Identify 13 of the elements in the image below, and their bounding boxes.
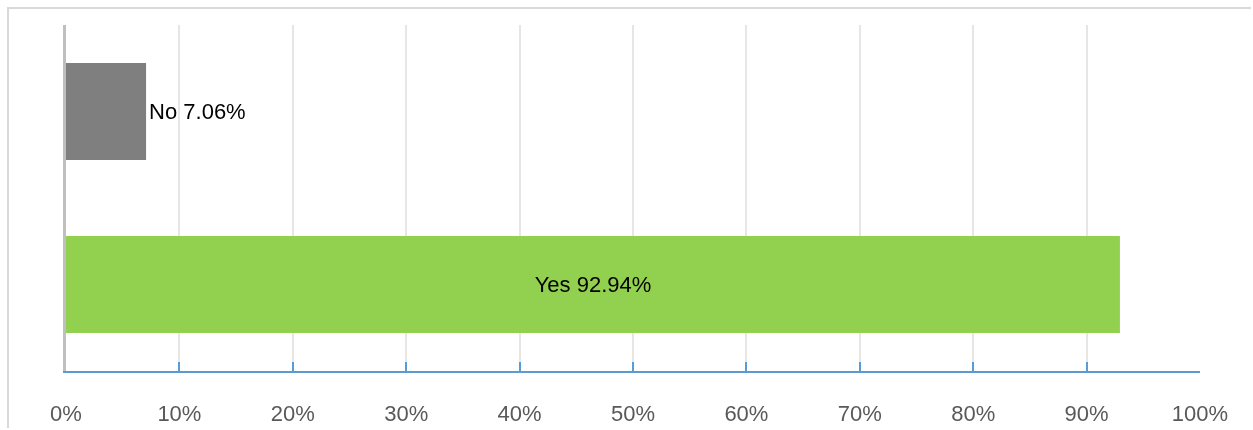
x-tick-label: 80% (951, 401, 996, 427)
x-tick-label: 50% (610, 401, 656, 427)
data-label: No 7.06% (149, 99, 246, 124)
x-tick-label: 10% (157, 401, 202, 427)
data-label: Yes 92.94% (534, 272, 652, 297)
x-tick-label: 90% (1064, 401, 1109, 427)
x-tick-label: 70% (837, 401, 882, 427)
x-tick-label: 60% (724, 401, 769, 427)
x-tick-label: 30% (384, 401, 429, 427)
x-tick-label: 40% (497, 401, 542, 427)
x-tick-label: 0% (50, 401, 82, 427)
x-tick-label: 100% (1171, 401, 1229, 427)
x-tick-label: 20% (270, 401, 315, 427)
